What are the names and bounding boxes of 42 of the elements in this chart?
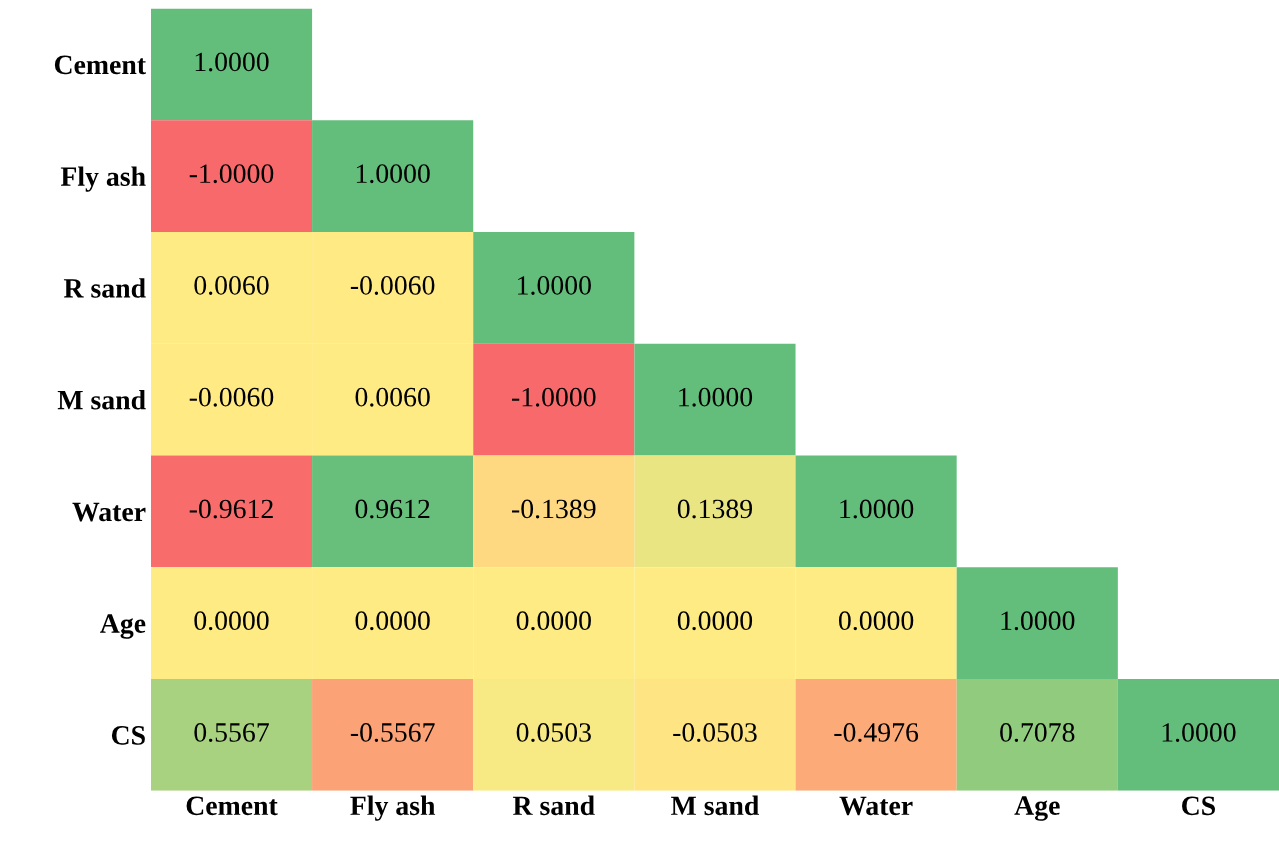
- y-tick-label: Cement: [54, 55, 146, 75]
- data-label: 1.0000: [195, 52, 269, 72]
- data-label: 1.0000: [1001, 611, 1075, 631]
- data-label: 1.0000: [679, 387, 753, 407]
- data-label: -1.0000: [512, 387, 596, 407]
- x-tick-label: R sand: [512, 795, 595, 816]
- data-label: -0.0060: [350, 276, 435, 295]
- data-label: 0.9612: [355, 499, 430, 519]
- x-tick-label: M sand: [671, 795, 760, 816]
- data-label: 1.0000: [518, 276, 591, 295]
- data-label: -0.4976: [834, 723, 919, 742]
- y-tick-label: Fly ash: [60, 166, 146, 192]
- data-label: -0.9612: [189, 499, 273, 519]
- x-tick-label: Age: [1014, 796, 1060, 821]
- data-label: 0.5567: [194, 723, 269, 742]
- data-label: -1.0000: [189, 164, 274, 184]
- y-tick-label: M sand: [57, 389, 146, 410]
- y-tick-label: CS: [111, 726, 145, 745]
- data-label: 1.0000: [840, 499, 914, 519]
- x-tick-label: Cement: [186, 796, 278, 816]
- x-tick-label: CS: [1182, 796, 1215, 816]
- data-label: 0.0000: [355, 611, 430, 631]
- data-label: 1.0000: [1162, 723, 1236, 742]
- y-tick-label: Age: [100, 614, 146, 639]
- data-label: 1.0000: [356, 164, 430, 184]
- y-tick-label: R sand: [63, 278, 146, 298]
- data-label: -0.5567: [350, 723, 435, 742]
- data-label: 0.7078: [1000, 723, 1075, 742]
- x-tick-label: Water: [839, 796, 913, 816]
- data-label: 0.0060: [194, 276, 269, 295]
- data-label: 0.1389: [677, 499, 753, 519]
- data-label: -0.0503: [673, 723, 757, 742]
- data-label: 0.0503: [516, 723, 591, 742]
- x-tick-label: Fly ash: [350, 795, 436, 821]
- y-tick-label: Water: [72, 502, 146, 522]
- data-label: 0.0000: [838, 611, 914, 631]
- data-label: 0.0000: [677, 611, 753, 631]
- data-label: -0.0060: [189, 387, 274, 407]
- data-label: 0.0000: [194, 611, 269, 631]
- data-label: 0.0060: [355, 387, 430, 407]
- data-label: 0.0000: [516, 611, 591, 631]
- data-label: -0.1389: [512, 499, 596, 519]
